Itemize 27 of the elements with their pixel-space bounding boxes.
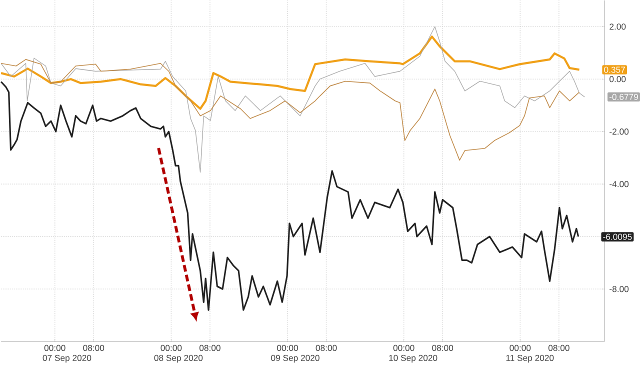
annotation: 0.357	[604, 66, 625, 73]
x-tick-label: 08:00	[548, 344, 570, 351]
line-series	[0, 35, 580, 110]
x-tick-label: 08:00	[316, 344, 337, 351]
annotation: -0.6779	[609, 94, 638, 100]
x-tick-label: 08:00	[83, 344, 104, 351]
x-tick-label: 00:00	[393, 344, 414, 351]
x2-tick-label: 10 Sep 2020	[389, 354, 438, 363]
annotation: -6.0095	[603, 234, 632, 240]
y-tick-label: -2.00	[610, 128, 629, 135]
x2-tick-label: 09 Sep 2020	[271, 354, 320, 363]
x-tick-label: 08:00	[199, 344, 220, 351]
line-series	[0, 58, 580, 161]
x-tick-label: 08:00	[432, 344, 454, 351]
line-series	[0, 80, 580, 311]
line-series	[0, 26, 585, 173]
x2-tick-label: 08 Sep 2020	[154, 354, 203, 363]
y-tick-label: -8.00	[610, 286, 629, 292]
y-tick-label: -4.00	[610, 180, 629, 188]
x2-tick-label: 07 Sep 2020	[42, 354, 92, 363]
y-tick-label: 0.00	[610, 76, 626, 82]
x-tick-label: 00:00	[510, 344, 531, 351]
x-tick-label: 00:00	[44, 344, 66, 351]
x2-tick-label: 11 Sep 2020	[506, 354, 554, 363]
x-tick-label: 00:00	[277, 344, 298, 351]
x-tick-label: 00:00	[160, 344, 182, 351]
y-tick-label: 2.00	[610, 24, 626, 30]
